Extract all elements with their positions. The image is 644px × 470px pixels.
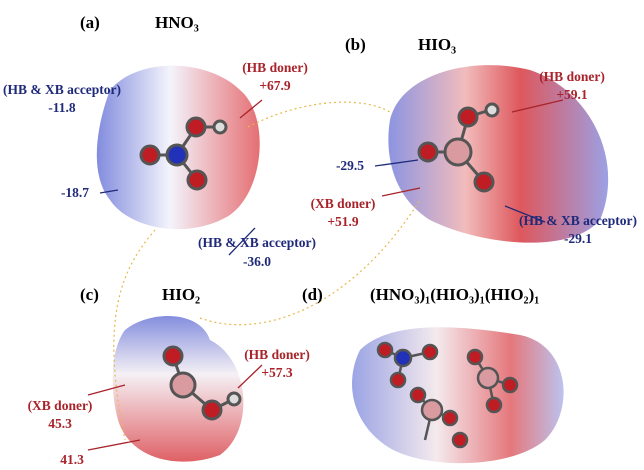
figure: (a) HNO₃ (b) HIO₃ (c) HIO₂ (d) (HNO₃)₁(H… [0, 0, 644, 470]
panel-label: (a) [80, 13, 100, 32]
panel-title: HIO₂ [162, 285, 200, 304]
panel-label: (b) [345, 35, 366, 54]
annotation: +59.1 [556, 87, 588, 102]
annotation: +51.9 [327, 214, 359, 229]
annotation: (HB doner) [242, 60, 308, 75]
annotation: -29.1 [564, 231, 592, 246]
panel-label: (c) [80, 285, 99, 304]
annotation: -36.0 [243, 254, 271, 269]
panel-label: (d) [302, 285, 323, 304]
connector [248, 102, 390, 127]
annotation: (HB doner) [244, 347, 310, 362]
annotation: 45.3 [48, 416, 72, 431]
connector [200, 200, 420, 325]
annotation: (XB doner) [311, 196, 376, 211]
panel-title: HNO₃ [155, 13, 199, 32]
annotation: -18.7 [61, 185, 89, 200]
panel-title: HIO₃ [418, 35, 456, 54]
annotation: (HB & XB acceptor) [3, 82, 121, 97]
annotation: -29.5 [336, 158, 364, 173]
annotation: (HB doner) [539, 69, 605, 84]
annotation: -11.8 [48, 100, 76, 115]
annotation: (HB & XB acceptor) [519, 213, 637, 228]
annotation: (HB & XB acceptor) [198, 235, 316, 250]
panel-title: (HNO₃)₁(HIO₃)₁(HIO₂)₁ [370, 285, 539, 304]
annotation: +57.3 [261, 365, 293, 380]
annotation: +67.9 [259, 78, 291, 93]
annotation: (XB doner) [28, 398, 93, 413]
annotation: 41.3 [60, 452, 84, 467]
